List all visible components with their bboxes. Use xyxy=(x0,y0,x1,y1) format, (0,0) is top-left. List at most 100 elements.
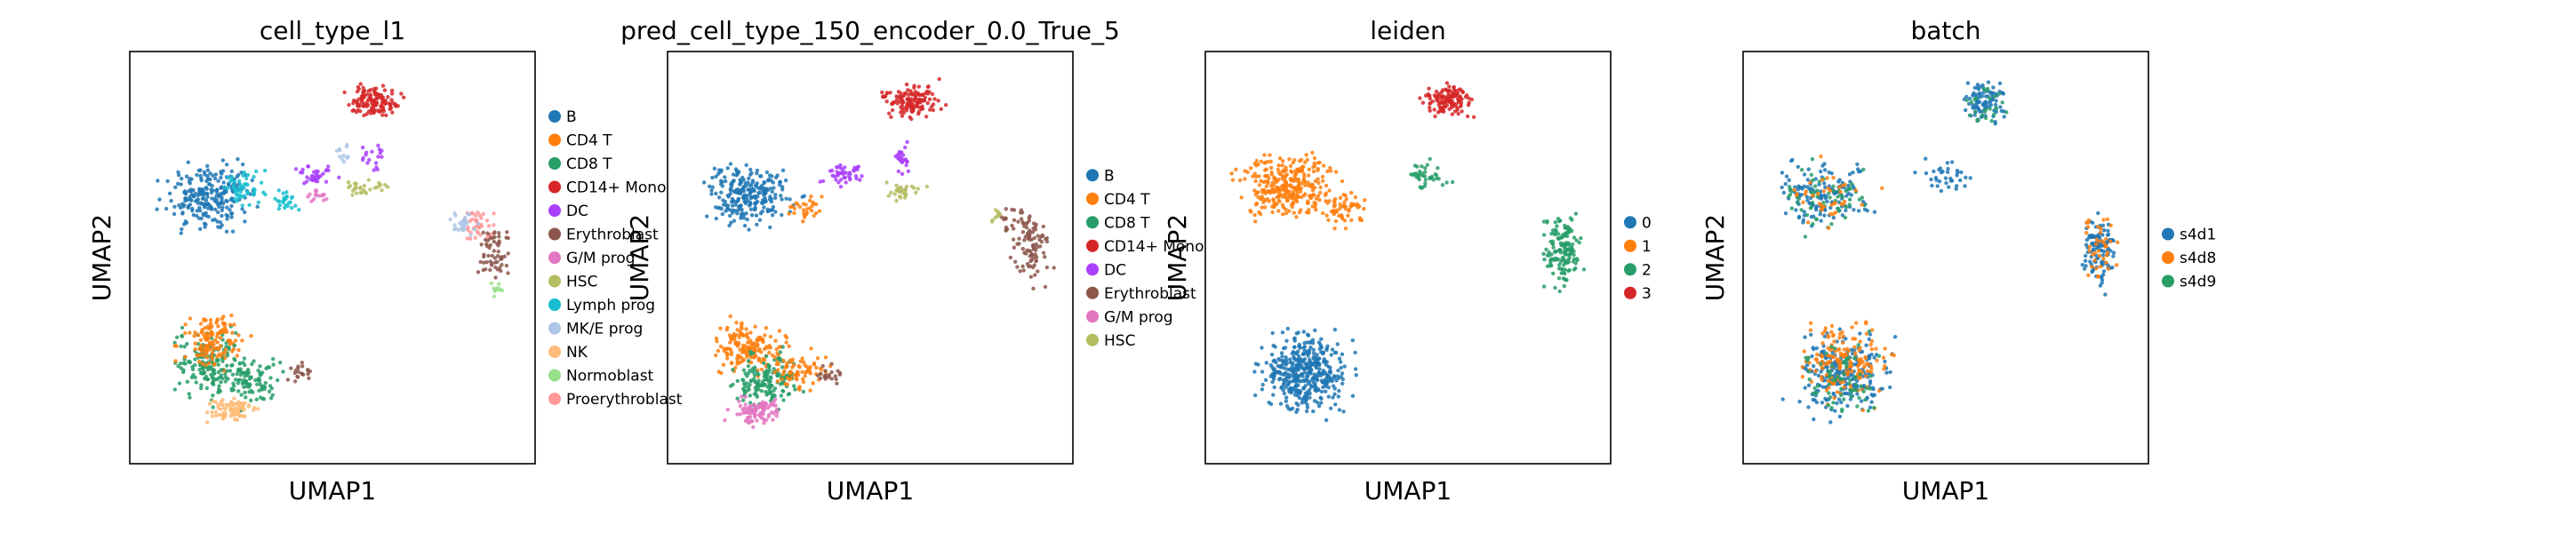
point-1 xyxy=(1283,183,1287,187)
point-2 xyxy=(1549,252,1554,257)
point-lymph-prog xyxy=(240,203,244,208)
point-cd4-t xyxy=(800,370,804,374)
point-cd8-t xyxy=(263,380,268,386)
point-lymph-prog xyxy=(231,183,236,187)
point-0 xyxy=(1324,360,1330,364)
point-cd4-t xyxy=(789,376,794,380)
point-s4d1 xyxy=(1787,178,1791,182)
point-b xyxy=(800,195,804,199)
point-1 xyxy=(1337,213,1341,219)
point-0 xyxy=(1332,327,1338,332)
point-0 xyxy=(1263,378,1268,382)
point-s4d9 xyxy=(1992,112,1996,116)
point-hsc xyxy=(924,184,930,189)
point-dc xyxy=(900,171,905,176)
point-s4d1 xyxy=(1844,194,1849,198)
point-b xyxy=(216,225,220,229)
point-erythroblast xyxy=(823,369,828,373)
point-s4d9 xyxy=(1811,178,1816,182)
point-0 xyxy=(1294,366,1299,371)
point-s4d1 xyxy=(1819,370,1823,374)
point-cd4-t xyxy=(206,326,211,330)
point-cd8-t xyxy=(193,357,197,362)
point-b xyxy=(221,201,226,205)
point-dc xyxy=(903,157,908,162)
point-cd4-t xyxy=(753,324,757,329)
point-0 xyxy=(1284,370,1288,375)
point-b xyxy=(186,160,190,164)
point-0 xyxy=(1268,402,1274,407)
point-erythroblast xyxy=(1020,264,1025,268)
point-s4d9 xyxy=(1812,386,1817,391)
point-0 xyxy=(1292,386,1296,390)
point-b xyxy=(747,203,752,208)
point-2 xyxy=(1425,163,1430,167)
point-b xyxy=(224,212,228,218)
point-hsc xyxy=(368,187,372,192)
point-lymph-prog xyxy=(241,173,245,178)
point-2 xyxy=(1420,185,1425,190)
point-b xyxy=(758,174,763,179)
point-1 xyxy=(1333,170,1339,174)
point-b xyxy=(716,195,722,200)
point-b xyxy=(773,210,778,214)
point-3 xyxy=(1439,96,1444,101)
point-1 xyxy=(1277,156,1283,161)
point-mk-e-prog xyxy=(341,154,346,158)
point-1 xyxy=(1280,163,1284,168)
point-s4d1 xyxy=(1822,213,1827,218)
point-s4d8 xyxy=(1820,178,1825,182)
point-2 xyxy=(1423,170,1428,174)
point-cd8-t xyxy=(252,359,256,363)
point-dc xyxy=(834,178,838,182)
point-0 xyxy=(1301,396,1307,401)
point-s4d1 xyxy=(1855,392,1860,396)
point-mk-e-prog xyxy=(468,233,473,237)
point-cd14-mono xyxy=(902,91,907,96)
point-erythroblast xyxy=(292,370,298,376)
point-b xyxy=(775,173,780,178)
point-cd4-t xyxy=(789,371,794,376)
point-s4d1 xyxy=(1802,184,1807,188)
point-b xyxy=(191,212,196,218)
point-3 xyxy=(1434,89,1439,94)
point-cd4-t xyxy=(809,346,813,351)
point-b xyxy=(205,177,211,181)
point-0 xyxy=(1288,361,1293,365)
point-1 xyxy=(1260,195,1264,199)
point-0 xyxy=(1305,402,1309,407)
point-s4d1 xyxy=(1830,350,1835,355)
point-lymph-prog xyxy=(263,192,268,197)
point-cd4-t xyxy=(221,321,226,325)
point-1 xyxy=(1338,202,1342,207)
point-erythroblast xyxy=(481,230,485,235)
point-proerythroblast xyxy=(473,218,478,222)
point-cd14-mono xyxy=(361,104,365,108)
point-1 xyxy=(1262,153,1267,157)
point-s4d1 xyxy=(1828,205,1833,210)
point-s4d1 xyxy=(1812,398,1817,402)
point-1 xyxy=(1313,179,1318,184)
point-s4d1 xyxy=(1780,397,1785,402)
point-1 xyxy=(1253,203,1259,207)
point-erythroblast xyxy=(497,241,501,245)
point-cd4-t xyxy=(740,322,744,327)
point-0 xyxy=(1342,364,1347,369)
point-cd8-t xyxy=(182,345,187,349)
point-0 xyxy=(1284,399,1289,403)
point-0 xyxy=(1309,385,1314,389)
point-cd8-t xyxy=(236,369,241,373)
point-s4d8 xyxy=(1881,355,1886,360)
point-b xyxy=(236,156,240,162)
point-cd4-t xyxy=(728,314,732,319)
point-cd4-t xyxy=(236,333,241,338)
point-1 xyxy=(1272,177,1277,181)
point-1 xyxy=(1298,168,1302,172)
point-b xyxy=(236,172,241,178)
point-cd4-t xyxy=(732,337,737,341)
point-0 xyxy=(1353,367,1358,371)
point-proerythroblast xyxy=(477,213,482,218)
point-s4d8 xyxy=(1854,321,1859,325)
point-cd14-mono xyxy=(371,108,376,114)
point-nk xyxy=(222,406,227,410)
